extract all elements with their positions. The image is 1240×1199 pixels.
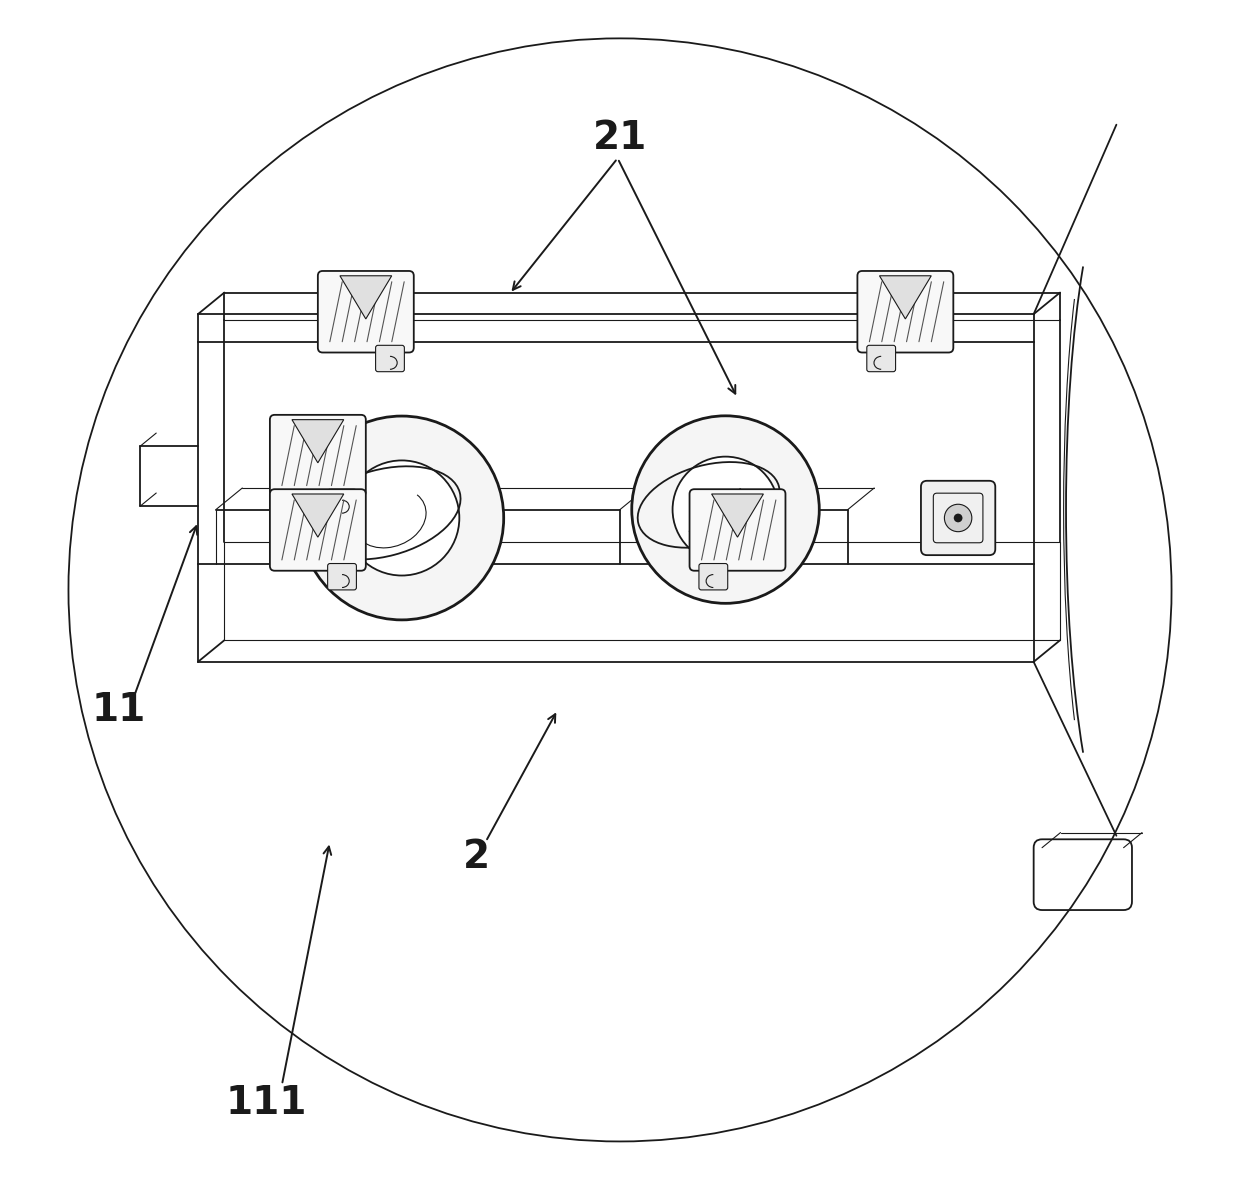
FancyBboxPatch shape [921,481,996,555]
FancyBboxPatch shape [376,345,404,372]
Polygon shape [879,276,931,319]
FancyBboxPatch shape [270,415,366,496]
FancyBboxPatch shape [317,271,414,353]
FancyBboxPatch shape [867,345,895,372]
FancyBboxPatch shape [699,564,728,590]
Polygon shape [291,420,343,463]
FancyBboxPatch shape [857,271,954,353]
FancyBboxPatch shape [327,564,356,590]
Polygon shape [291,494,343,537]
Polygon shape [340,276,392,319]
FancyBboxPatch shape [327,489,356,516]
Text: 2: 2 [463,838,490,876]
Circle shape [631,416,820,603]
Circle shape [954,513,962,523]
Circle shape [345,460,459,576]
Circle shape [300,416,503,620]
Circle shape [672,457,779,562]
Text: 111: 111 [226,1084,308,1122]
FancyBboxPatch shape [689,489,785,571]
Polygon shape [712,494,764,537]
Text: 11: 11 [92,691,146,729]
FancyBboxPatch shape [270,489,366,571]
Circle shape [945,505,972,531]
Text: 21: 21 [593,119,647,157]
